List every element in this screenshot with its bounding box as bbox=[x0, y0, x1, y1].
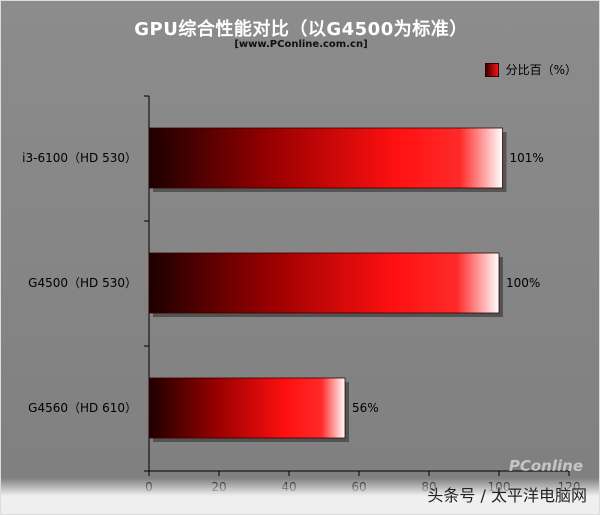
legend: 分比百（%） bbox=[484, 61, 577, 78]
legend-label: 分比百（%） bbox=[505, 63, 577, 77]
category-label: G4500（HD 530） bbox=[28, 276, 137, 290]
legend-swatch bbox=[484, 62, 499, 77]
category-label: i3-6100（HD 530） bbox=[22, 151, 137, 165]
chart-subtitle: [www.PConline.com.cn] bbox=[234, 39, 368, 50]
data-label: 101% bbox=[510, 151, 544, 165]
bar bbox=[148, 127, 503, 189]
bar bbox=[148, 252, 500, 314]
data-label: 56% bbox=[352, 401, 379, 415]
category-label: G4560（HD 610） bbox=[28, 401, 137, 415]
data-label: 100% bbox=[506, 276, 540, 290]
chart-title: GPU综合性能对比（以G4500为标准） bbox=[134, 19, 468, 40]
credit-strip: 头条号 / 太平洋电脑网 bbox=[1, 478, 599, 514]
bar bbox=[148, 377, 346, 439]
credit-text: 头条号 / 太平洋电脑网 bbox=[427, 486, 587, 505]
site-watermark: PConline bbox=[508, 457, 583, 475]
